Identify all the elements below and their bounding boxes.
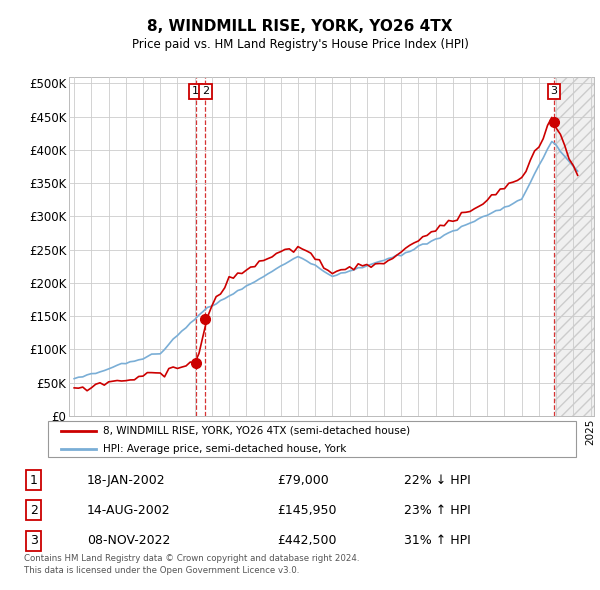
Text: 31% ↑ HPI: 31% ↑ HPI	[404, 534, 470, 547]
Text: HPI: Average price, semi-detached house, York: HPI: Average price, semi-detached house,…	[103, 444, 347, 454]
Text: 2: 2	[202, 86, 209, 96]
Text: 3: 3	[550, 86, 557, 96]
Text: 8, WINDMILL RISE, YORK, YO26 4TX: 8, WINDMILL RISE, YORK, YO26 4TX	[147, 19, 453, 34]
Text: 14-AUG-2002: 14-AUG-2002	[87, 504, 170, 517]
Text: £442,500: £442,500	[277, 534, 337, 547]
Text: 22% ↓ HPI: 22% ↓ HPI	[404, 474, 470, 487]
Text: 18-JAN-2002: 18-JAN-2002	[87, 474, 166, 487]
Text: Contains HM Land Registry data © Crown copyright and database right 2024.
This d: Contains HM Land Registry data © Crown c…	[24, 555, 359, 575]
Text: 3: 3	[30, 534, 38, 547]
FancyBboxPatch shape	[48, 421, 576, 457]
Text: Price paid vs. HM Land Registry's House Price Index (HPI): Price paid vs. HM Land Registry's House …	[131, 38, 469, 51]
Text: 2: 2	[30, 504, 38, 517]
Text: £145,950: £145,950	[277, 504, 337, 517]
Text: £79,000: £79,000	[277, 474, 329, 487]
Text: 8, WINDMILL RISE, YORK, YO26 4TX (semi-detached house): 8, WINDMILL RISE, YORK, YO26 4TX (semi-d…	[103, 426, 410, 436]
Text: 08-NOV-2022: 08-NOV-2022	[87, 534, 170, 547]
Text: 1: 1	[192, 86, 199, 96]
Text: 1: 1	[30, 474, 38, 487]
Text: 23% ↑ HPI: 23% ↑ HPI	[404, 504, 470, 517]
